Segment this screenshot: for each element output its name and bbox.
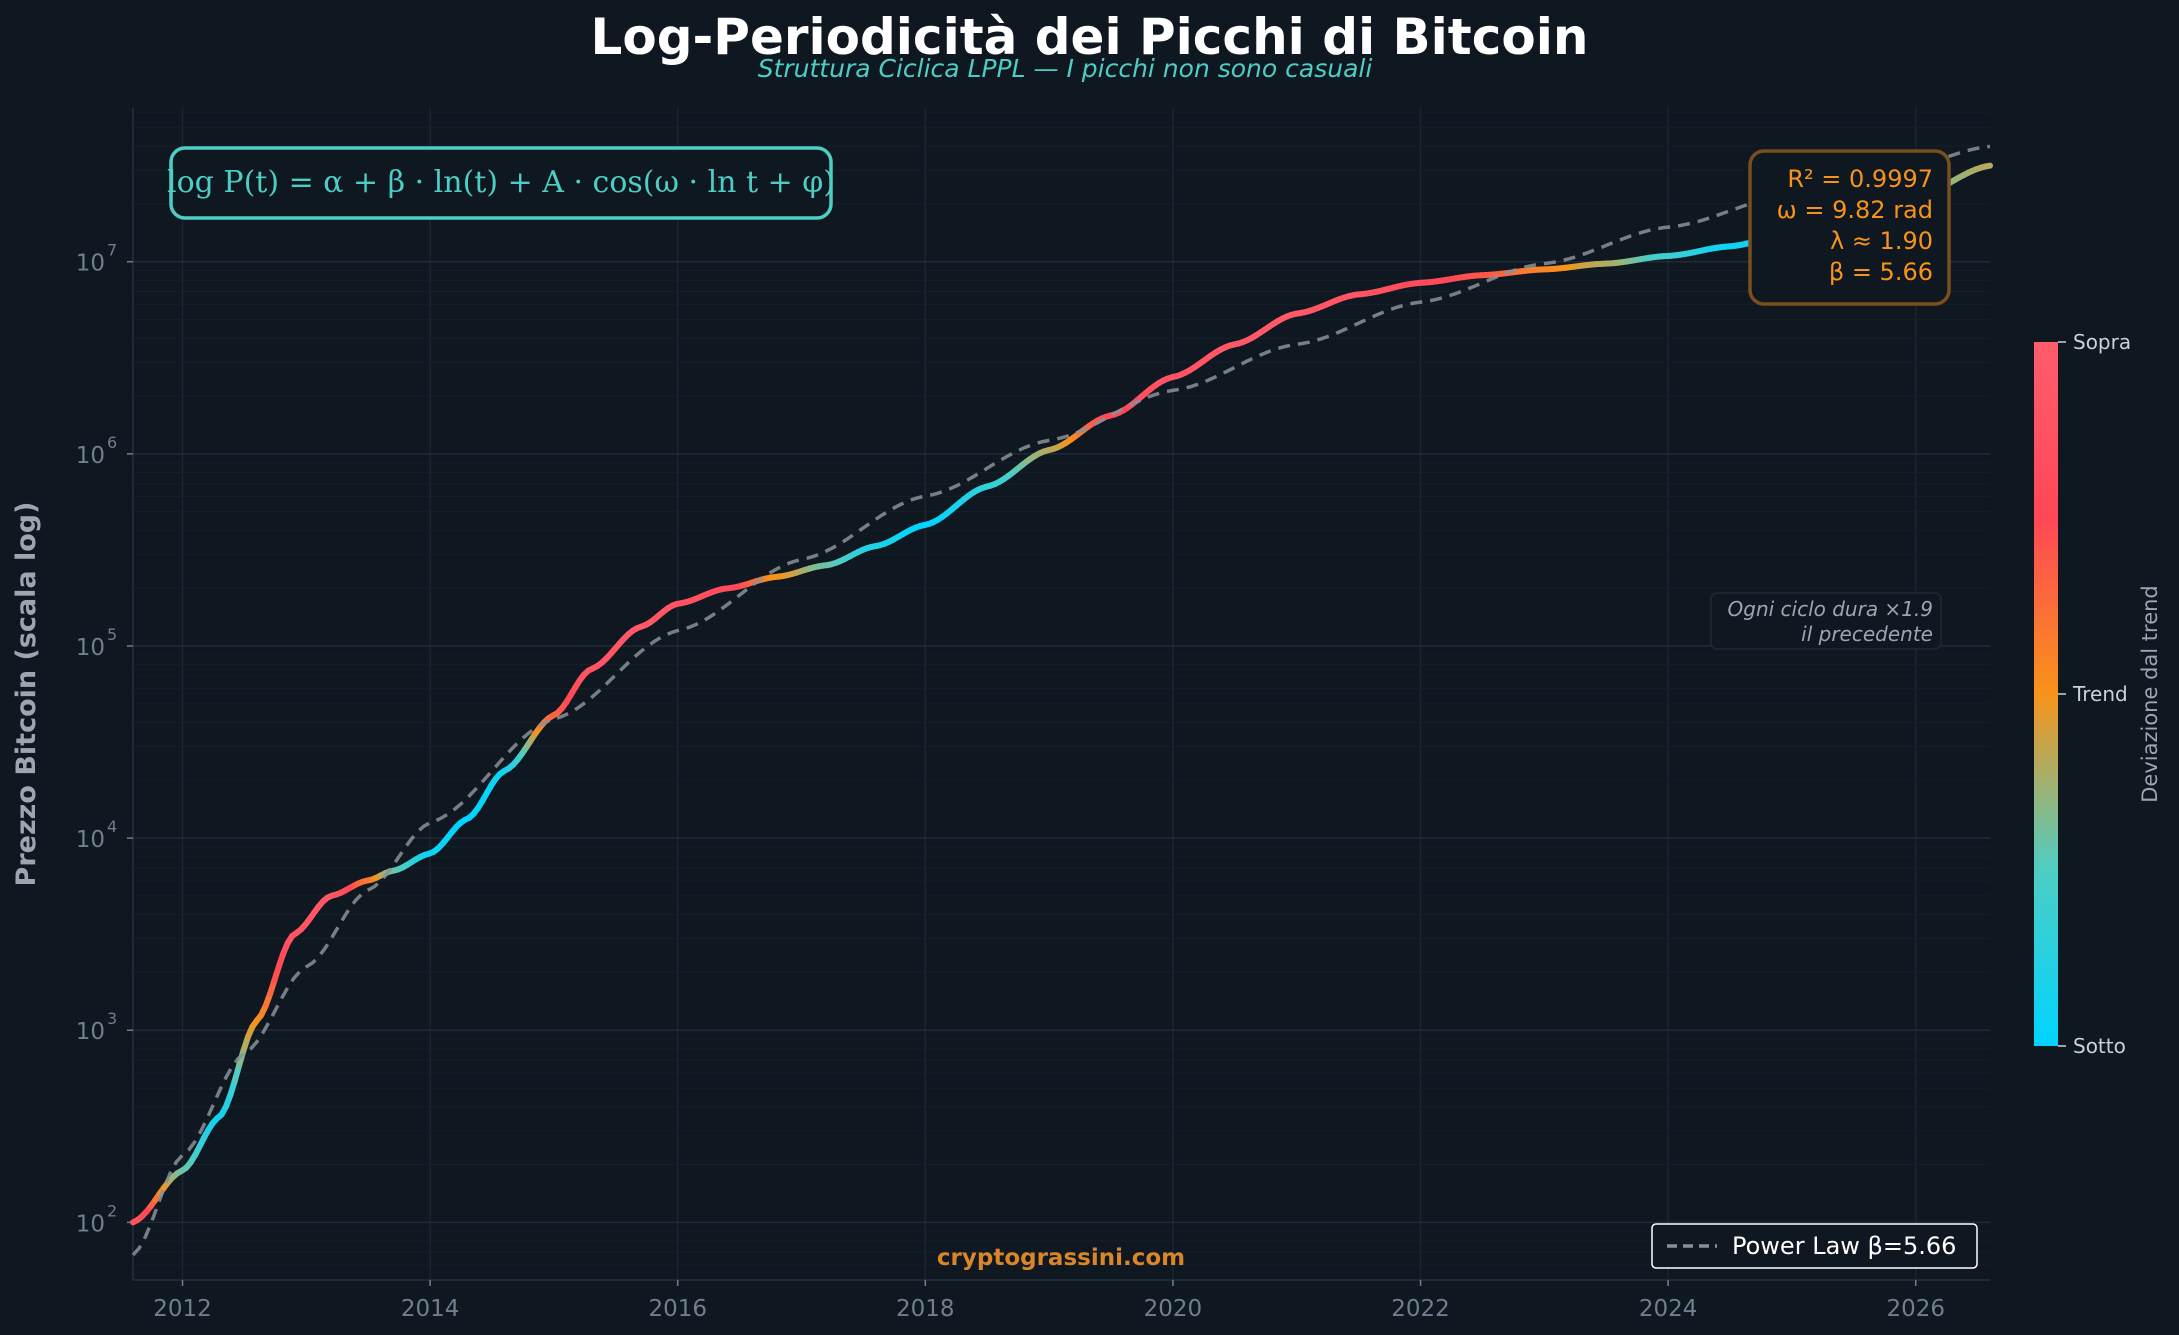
lppl-segment bbox=[1982, 162, 1993, 170]
x-tick-label: 2012 bbox=[153, 1296, 212, 1322]
y-tick-exponent: 6 bbox=[107, 433, 117, 452]
y-tick-exponent: 4 bbox=[107, 817, 117, 836]
formula-box: log P(t) = α + β · ln(t) + A · cos(ω · l… bbox=[167, 146, 835, 220]
legend-label-power-law: Power Law β=5.66 bbox=[1732, 1232, 1956, 1260]
x-tick-label: 2026 bbox=[1886, 1296, 1945, 1322]
y-tick-exponent: 5 bbox=[107, 625, 117, 644]
y-tick-label: 10 bbox=[76, 635, 105, 661]
watermark: cryptograssini.com bbox=[937, 1245, 1185, 1271]
stat-beta: β = 5.66 bbox=[1829, 258, 1933, 286]
stat-r2: R² = 0.9997 bbox=[1787, 165, 1933, 193]
y-tick-label: 10 bbox=[76, 443, 105, 469]
series-lppl-fit bbox=[130, 162, 1993, 1226]
x-tick-label: 2020 bbox=[1144, 1296, 1203, 1322]
colorbar-label-bottom: Sotto bbox=[2073, 1034, 2126, 1058]
y-tick-exponent: 2 bbox=[107, 1201, 117, 1220]
stat-omega: ω = 9.82 rad bbox=[1777, 196, 1933, 224]
axes bbox=[132, 108, 1990, 1281]
chart-subtitle: Struttura Ciclica LPPL — I picchi non so… bbox=[757, 54, 1373, 83]
y-tick-label: 10 bbox=[76, 1019, 105, 1045]
series-power-law bbox=[131, 144, 1991, 1257]
chart-title: Log-Periodicità dei Picchi di Bitcoin bbox=[590, 8, 1589, 66]
colorbar-gradient bbox=[2034, 342, 2058, 1046]
x-tick-label: 2016 bbox=[648, 1296, 707, 1322]
formula-text: log P(t) = α + β · ln(t) + A · cos(ω · l… bbox=[167, 165, 835, 200]
x-tick-label: 2022 bbox=[1391, 1296, 1450, 1322]
x-tick-label: 2014 bbox=[401, 1296, 460, 1322]
colorbar-label-top: Sopra bbox=[2073, 330, 2131, 354]
series-layer bbox=[130, 144, 1993, 1257]
y-tick-label: 10 bbox=[76, 1211, 105, 1237]
colorbar-label-mid: Trend bbox=[2072, 682, 2128, 706]
x-axis-ticks: 2012 2014 2016 2018 2020 2022 2024 2026 bbox=[153, 1280, 1945, 1322]
y-tick-label: 10 bbox=[76, 827, 105, 853]
x-tick-label: 2024 bbox=[1639, 1296, 1698, 1322]
y-tick-exponent: 7 bbox=[107, 241, 117, 260]
stats-box: R² = 0.9997 ω = 9.82 rad λ ≈ 1.90 β = 5.… bbox=[1748, 149, 1951, 306]
annotation-line-2: il precedente bbox=[1801, 622, 1933, 646]
colorbar: Sopra Trend Sotto Deviazione dal trend bbox=[2034, 330, 2162, 1058]
y-axis-label: Prezzo Bitcoin (scala log) bbox=[11, 502, 42, 887]
y-tick-exponent: 3 bbox=[107, 1009, 117, 1028]
x-tick-label: 2018 bbox=[896, 1296, 955, 1322]
grid bbox=[133, 108, 1990, 1280]
stat-lambda: λ ≈ 1.90 bbox=[1830, 227, 1933, 255]
annotation-line-1: Ogni ciclo dura ×1.9 bbox=[1728, 597, 1934, 621]
colorbar-title: Deviazione dal trend bbox=[2138, 585, 2162, 803]
cycle-annotation: Ogni ciclo dura ×1.9 il precedente bbox=[1710, 592, 1942, 650]
legend: Power Law β=5.66 bbox=[1651, 1223, 1978, 1269]
y-tick-label: 10 bbox=[76, 251, 105, 277]
